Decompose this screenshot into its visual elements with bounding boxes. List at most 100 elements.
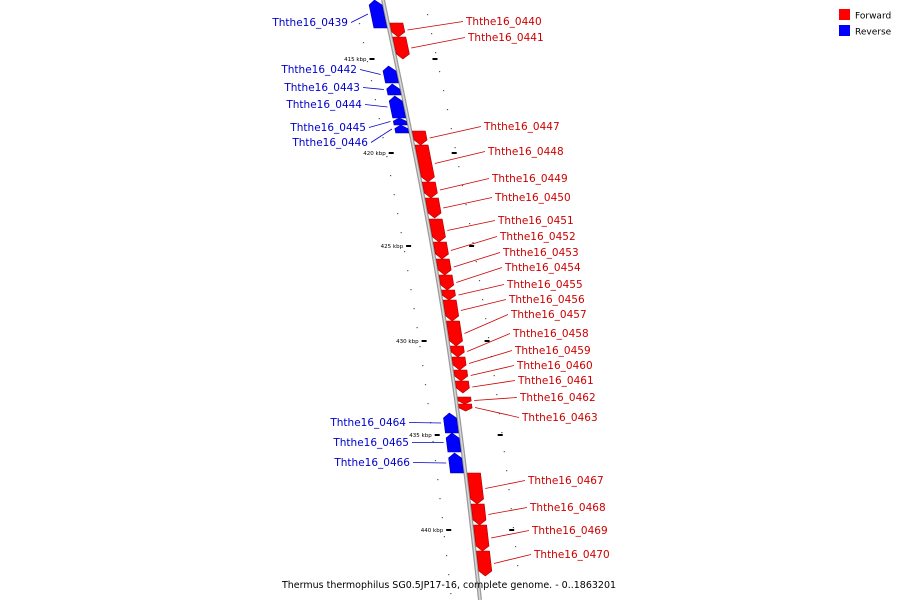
gene-arrow[interactable]	[394, 124, 410, 134]
legend-reverse-swatch	[839, 25, 850, 36]
gene-arrow[interactable]	[470, 503, 487, 526]
gene-arrow[interactable]	[448, 452, 464, 474]
gene-label[interactable]: Ththe16_0445	[289, 122, 366, 134]
gene-label[interactable]: Ththe16_0464	[329, 417, 406, 429]
gene-arrow[interactable]	[443, 412, 459, 434]
legend-forward-swatch	[839, 9, 850, 20]
minor-tick	[432, 441, 434, 443]
gene-label[interactable]: Ththe16_0455	[506, 279, 583, 291]
gene-arrow[interactable]	[458, 403, 473, 412]
gene-arrow[interactable]	[467, 472, 484, 505]
minor-ticks	[358, 14, 521, 595]
gene-arrow[interactable]	[428, 218, 446, 243]
gene-label[interactable]: Ththe16_0458	[512, 328, 589, 340]
tick-label: 420 kbp	[363, 151, 386, 157]
gene-label[interactable]: Ththe16_0468	[529, 502, 606, 514]
tick-mark: 415 kbp	[344, 57, 438, 63]
minor-tick	[508, 489, 510, 491]
gene-label[interactable]: Ththe16_0446	[291, 137, 368, 149]
minor-tick	[475, 261, 477, 263]
gene-arrow[interactable]	[392, 117, 408, 126]
leader-line	[362, 87, 384, 90]
leader-line	[493, 554, 532, 564]
minor-tick	[465, 204, 467, 206]
minor-tick	[485, 318, 487, 320]
gene-arrow[interactable]	[388, 95, 407, 119]
legend-reverse-label: Reverse	[855, 28, 892, 38]
gene-label[interactable]: Ththe16_0459	[514, 345, 591, 357]
gene-arrow[interactable]	[435, 258, 452, 276]
gene-label[interactable]: Ththe16_0456	[508, 294, 585, 306]
gene-arrow[interactable]	[392, 36, 410, 60]
gene-label[interactable]: Ththe16_0457	[510, 309, 587, 321]
gene-arrow[interactable]	[411, 130, 428, 146]
minor-tick	[443, 536, 445, 538]
minor-tick	[498, 413, 500, 415]
leader-line	[370, 128, 393, 143]
gene-arrow[interactable]	[433, 241, 449, 260]
minor-tick	[441, 517, 443, 519]
leader-line	[359, 69, 381, 75]
minor-tick	[488, 337, 490, 339]
gene-label[interactable]: Ththe16_0470	[533, 549, 610, 561]
gene-label[interactable]: Ththe16_0449	[491, 173, 568, 185]
gene-arrow[interactable]	[476, 550, 493, 577]
gene-arrow[interactable]	[441, 289, 456, 301]
minor-tick	[496, 394, 498, 396]
gene-label[interactable]: Ththe16_0461	[517, 375, 594, 387]
gene-arrow[interactable]	[455, 380, 470, 394]
minor-tick	[443, 90, 445, 92]
gene-arrow[interactable]	[414, 144, 435, 183]
leader-line	[467, 333, 511, 352]
gene-label[interactable]: Ththe16_0452	[499, 231, 576, 243]
leader-line	[468, 350, 513, 364]
minor-tick	[386, 156, 388, 158]
leader-line	[429, 126, 482, 139]
minor-tick	[446, 109, 449, 111]
gene-label[interactable]: Ththe16_0467	[527, 475, 604, 487]
gene-arrow[interactable]	[446, 320, 463, 347]
gene-label[interactable]: Ththe16_0451	[497, 215, 574, 227]
gene-arrow[interactable]	[368, 0, 388, 29]
gene-label[interactable]: Ththe16_0454	[504, 262, 581, 274]
gene-arrow[interactable]	[382, 65, 399, 84]
gene-label[interactable]: Ththe16_0462	[519, 392, 596, 404]
minor-tick	[366, 61, 369, 63]
tick-dash-right	[469, 245, 475, 247]
gene-label[interactable]: Ththe16_0450	[494, 192, 571, 204]
gene-label[interactable]: Ththe16_0466	[333, 457, 410, 469]
gene-arrow[interactable]	[451, 356, 467, 371]
gene-arrow[interactable]	[457, 396, 472, 405]
gene-label[interactable]: Ththe16_0442	[280, 64, 357, 76]
gene-arrow[interactable]	[425, 197, 442, 219]
gene-label[interactable]: Ththe16_0440	[465, 16, 542, 28]
gene-label[interactable]: Ththe16_0469	[531, 525, 608, 537]
gene-label[interactable]: Ththe16_0465	[332, 437, 409, 449]
minor-tick	[503, 451, 505, 453]
gene-label[interactable]: Ththe16_0444	[285, 99, 362, 111]
gene-label[interactable]: Ththe16_0463	[521, 412, 598, 424]
gene-label[interactable]: Ththe16_0448	[487, 146, 564, 158]
gene-arrow[interactable]	[442, 299, 460, 322]
gene-arrow[interactable]	[389, 22, 406, 38]
gene-arrow[interactable]	[473, 524, 490, 552]
gene-arrow[interactable]	[453, 369, 469, 382]
gene-label[interactable]: Ththe16_0447	[483, 121, 560, 133]
gene-label[interactable]: Ththe16_0460	[516, 360, 593, 372]
tick-mark: 425 kbp	[381, 244, 475, 250]
leader-line	[407, 21, 464, 31]
gene-arrow[interactable]	[438, 274, 455, 291]
tick-dash-right	[451, 152, 457, 154]
gene-label[interactable]: Ththe16_0439	[271, 17, 348, 29]
tick-dash-left	[434, 434, 440, 436]
gene-label[interactable]: Ththe16_0441	[467, 32, 544, 44]
gene-arrow[interactable]	[386, 83, 402, 96]
gene-arrow[interactable]	[421, 181, 438, 199]
leader-line	[491, 530, 530, 539]
gene-label[interactable]: Ththe16_0453	[502, 247, 579, 259]
gene-label[interactable]: Ththe16_0443	[283, 82, 360, 94]
gene-arrow[interactable]	[450, 345, 465, 358]
gene-arrow[interactable]	[445, 432, 462, 453]
minor-tick	[437, 479, 439, 481]
minor-tick	[390, 175, 392, 177]
